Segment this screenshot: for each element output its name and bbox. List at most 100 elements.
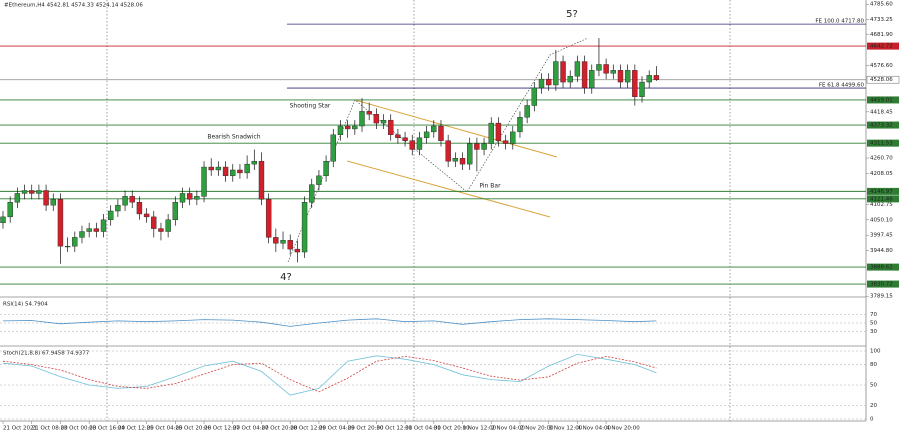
candle-body — [366, 111, 372, 115]
x-tick-label: 27 Oct 20:00 — [261, 426, 297, 432]
candle-body — [481, 143, 487, 150]
x-tick-label: 27 Oct 04:00 — [233, 426, 269, 432]
candle-body — [388, 119, 394, 136]
candle-body — [244, 163, 250, 174]
candle-body — [531, 87, 538, 106]
candle-body — [632, 70, 638, 97]
x-tick-label: 30 Oct 12:00 — [376, 426, 412, 432]
level-label: 3888.62 — [870, 265, 893, 271]
candle-body — [538, 78, 545, 89]
x-tick-label: 21 Oct 08:00 — [32, 426, 68, 432]
x-tick-label: 1 Nov 12:00 — [463, 426, 497, 432]
candle-body — [7, 202, 13, 218]
candle-body — [21, 190, 28, 194]
candle-body — [29, 190, 35, 194]
candle-body — [517, 117, 523, 133]
indicator-tick-label: 80 — [870, 362, 877, 368]
annotation: 5? — [566, 9, 578, 20]
level-label-bg — [867, 139, 899, 147]
candle-body — [136, 202, 143, 215]
candle-body — [373, 114, 380, 124]
candle-body — [201, 166, 207, 197]
candle-body — [115, 204, 121, 212]
x-tick-label: 31 Oct 20:00 — [434, 426, 470, 432]
candle-body — [574, 61, 581, 77]
x-tick-label: 21 Oct 2021 — [3, 426, 37, 432]
indicator-tick-label: 30 — [870, 329, 877, 335]
indicator-title: RSI(14) 54.7904 — [3, 302, 48, 308]
candle-body — [380, 119, 387, 124]
x-tick-label: 29 Oct 20:00 — [348, 426, 384, 432]
candle-body — [438, 125, 444, 141]
candle-body — [93, 228, 100, 232]
candle-body — [639, 81, 645, 97]
candle-body — [610, 70, 616, 74]
indicator-line — [2, 355, 657, 393]
level-text: FE 100.0 4717.80 — [815, 19, 864, 25]
candle-body — [129, 196, 135, 203]
x-tick-label: 25 Oct 20:00 — [175, 426, 211, 432]
candle-body — [488, 122, 494, 144]
candle-body — [287, 240, 293, 250]
candle-body — [395, 134, 401, 138]
level-label: 4642.72 — [870, 44, 893, 50]
level-label: 4528.06 — [870, 77, 893, 83]
x-tick-label: 4 Nov 04:00 — [577, 426, 611, 432]
candle-body — [194, 196, 200, 200]
x-tick-label: 31 Oct 04:00 — [405, 426, 441, 432]
level-label-bg — [867, 96, 899, 104]
y-tick-label: 4733.25 — [870, 17, 893, 23]
x-tick-label: 23 Oct 16:00 — [89, 426, 125, 432]
candle-body — [581, 61, 588, 89]
level-label: 4121.46 — [870, 196, 893, 202]
candle-body — [653, 75, 660, 80]
y-tick-label: 3944.80 — [870, 248, 893, 254]
candle-body — [237, 169, 243, 174]
candle-body — [309, 184, 315, 203]
candle-body — [467, 143, 473, 165]
candle-body — [294, 248, 301, 253]
candle-body — [423, 131, 430, 138]
level-label-bg — [866, 75, 900, 84]
level-label: 4373.32 — [870, 123, 893, 129]
indicator-tick-label: 100 — [870, 349, 881, 355]
x-tick-label: 2 Nov 20:00 — [520, 426, 554, 432]
candle-body — [553, 61, 559, 86]
y-tick-label: 4208.05 — [870, 171, 893, 177]
candle-body — [352, 125, 358, 130]
candle-body — [510, 131, 516, 144]
level-label: 4146.97 — [870, 189, 893, 195]
candle-body — [301, 202, 308, 253]
candle-body — [431, 125, 437, 133]
candle-body — [172, 202, 179, 221]
y-tick-label: 4418.45 — [870, 109, 893, 115]
indicator-tick-label: 0 — [870, 417, 874, 423]
candle-body — [151, 216, 157, 229]
x-tick-label: 4 Nov 20:00 — [606, 426, 640, 432]
indicator-line — [2, 353, 657, 396]
level-label-bg — [867, 263, 899, 271]
level-label-bg — [867, 121, 899, 129]
candle-body — [280, 240, 286, 244]
candle-body — [624, 70, 631, 83]
candle-body — [567, 75, 573, 83]
level-label-bg — [867, 187, 899, 195]
candle-body — [79, 231, 85, 238]
candle-body — [273, 237, 279, 244]
candle-body — [143, 213, 150, 218]
y-tick-label: 4260.70 — [870, 156, 893, 162]
y-tick-label: 4785.60 — [870, 2, 893, 8]
x-tick-label: 28 Oct 12:00 — [290, 426, 326, 432]
level-label-bg — [867, 280, 899, 288]
candle-body — [107, 210, 114, 221]
candle-body — [258, 160, 265, 200]
candle-body — [165, 219, 171, 232]
channel-line — [354, 99, 558, 158]
candle-body — [64, 245, 71, 248]
y-tick-label: 4102.75 — [870, 202, 893, 208]
candle-body — [0, 216, 6, 223]
indicator-tick-label: 50 — [870, 383, 877, 389]
y-tick-label: 4681.90 — [870, 32, 893, 38]
x-tick-label: 2 Nov 04:00 — [491, 426, 525, 432]
